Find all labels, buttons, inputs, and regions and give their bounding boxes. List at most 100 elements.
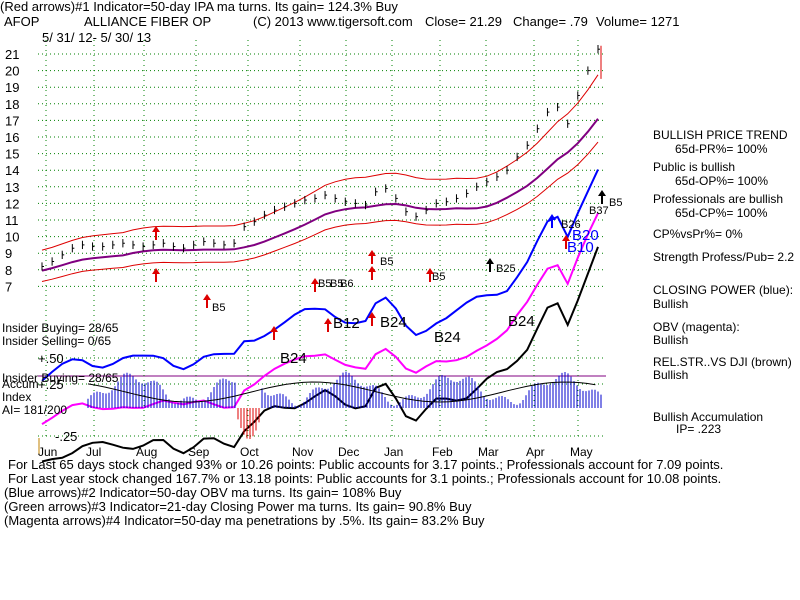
signal-arrow: [368, 250, 376, 264]
y-tick-label: 14: [5, 163, 19, 178]
month-label: Jan: [384, 445, 403, 459]
accum-label: Accum: [2, 377, 39, 391]
signal-label: B5: [609, 197, 622, 209]
strength-value: Strength Profess/Pub= 2.2: [653, 250, 795, 264]
close-value: Close= 21.29: [425, 14, 502, 29]
y-tick-label: 18: [5, 97, 19, 112]
accum-tick-label: +.50: [38, 351, 64, 366]
pr-value: 65d-PR%= 100%: [675, 142, 768, 156]
signal-label: B10: [567, 239, 594, 256]
relstr-state: Bullish: [653, 368, 689, 382]
footer-65day: For Last 65 days stock changed 93% or 10…: [8, 457, 724, 472]
signal-arrow: [203, 294, 211, 308]
signal-arrow: [368, 266, 376, 280]
signal-label: B25: [496, 263, 516, 275]
signal-arrow: [152, 268, 160, 282]
signal-arrow: [598, 190, 606, 204]
cpvspr-value: CP%vsPr%= 0%: [653, 227, 743, 241]
closing-power-state: Bullish: [653, 297, 689, 311]
change-value: Change= .79: [513, 14, 588, 29]
signal-label: B37: [589, 205, 609, 217]
signal-label: B6: [340, 278, 353, 290]
cp-value: 65d-CP%= 100%: [675, 206, 768, 220]
signal-arrow: [311, 278, 319, 292]
month-label: Mar: [478, 445, 499, 459]
accum-tick-label: -.25: [55, 429, 77, 444]
month-label: Feb: [432, 445, 453, 459]
footer-magenta-arrows: (Magenta arrows)#4 Indicator=50-day ma p…: [4, 513, 485, 528]
header-indicator-line: (Red arrows)#1 Indicator=50-day IPA ma t…: [0, 0, 398, 14]
footer-blue-arrows: (Blue arrows)#2 Indicator=50-day OBV ma …: [4, 485, 402, 500]
y-tick-label: 21: [5, 47, 19, 62]
op-value: 65d-OP%= 100%: [675, 174, 769, 188]
copyright-text: (C) 2013 www.tigersoft.com: [253, 14, 413, 29]
signal-arrow: [486, 258, 494, 272]
month-label: Oct: [240, 445, 259, 459]
y-tick-label: 11: [5, 213, 19, 228]
y-tick-label: 19: [5, 80, 19, 95]
month-label: May: [570, 445, 593, 459]
y-tick-label: 9: [5, 246, 12, 261]
signal-label: B24: [508, 313, 535, 330]
footer-green-arrows: (Green arrows)#3 Indicator=21-day Closin…: [4, 499, 472, 514]
y-tick-label: 16: [5, 130, 19, 145]
company-name: ALLIANCE FIBER OP: [84, 14, 212, 29]
accumulation-histogram: [87, 371, 602, 440]
signal-label: B24: [434, 329, 461, 346]
indicator-lines: [41, 169, 599, 463]
signal-label: B5: [432, 271, 445, 283]
signal-arrow: [562, 235, 570, 249]
footer-year: For Last year stock changed 167.7% or 13…: [8, 471, 722, 486]
month-tick-labels: Jun Jul Aug Sep Oct Nov Dec Jan Feb Mar Apr May: [38, 445, 593, 459]
signal-arrow: [368, 312, 376, 326]
price-bars: [41, 45, 602, 271]
signal-label: B26: [561, 219, 581, 231]
price-bands: [41, 74, 599, 282]
signal-label: B5: [330, 278, 343, 290]
month-label: Aug: [136, 445, 157, 459]
signal-label: B24: [280, 350, 307, 367]
signal-arrow: [426, 268, 434, 282]
signal-label: B5: [380, 256, 393, 268]
month-label: Jun: [38, 445, 57, 459]
ai-value: AI= 181/200: [2, 403, 68, 417]
signal-arrow: [270, 326, 278, 340]
relstr-label: REL.STR..VS DJI (brown): [653, 355, 792, 369]
y-tick-label: 8: [5, 263, 12, 278]
insider-selling: Insider Selling= 0/65: [2, 334, 112, 348]
signal-label: B20: [572, 227, 599, 244]
y-tick-label: 15: [5, 147, 19, 162]
closing-power-line: [41, 169, 599, 382]
y-tick-label: 20: [5, 64, 19, 79]
bullish-accum-label: Bullish Accumulation: [653, 410, 764, 424]
y-tick-label: 17: [5, 113, 19, 128]
month-label: Dec: [338, 445, 359, 459]
insider-buying: Insider Buying= 28/65: [2, 321, 119, 335]
signal-label: B24: [380, 314, 407, 331]
upper-band: [41, 74, 599, 251]
insider-buying-2: Insider Buying= 28/65: [2, 371, 119, 385]
ip-value: IP= .223: [676, 422, 722, 436]
month-label: Nov: [292, 445, 313, 459]
index-label: Index: [2, 390, 32, 404]
signal-arrow: [324, 318, 332, 332]
month-label: Apr: [526, 445, 545, 459]
signal-arrow: [548, 214, 556, 228]
pros-bullish: Professionals are bullish: [653, 192, 784, 206]
ma50-line: [41, 118, 599, 272]
obv-label: OBV (magenta):: [653, 320, 740, 334]
signal-arrow: [152, 226, 160, 240]
ticker-symbol: AFOP: [4, 14, 40, 29]
signal-label: B5: [212, 302, 225, 314]
y-tick-label: 7: [5, 279, 12, 294]
signal-label: B12: [333, 315, 360, 332]
obv-state: Bullish: [653, 333, 689, 347]
y-tick-label: 13: [5, 180, 19, 195]
public-bullish: Public is bullish: [653, 160, 736, 174]
price-gridlines: [38, 40, 606, 455]
date-range: 5/ 31/ 12- 5/ 30/ 13: [42, 30, 152, 45]
lower-band: [41, 141, 599, 282]
